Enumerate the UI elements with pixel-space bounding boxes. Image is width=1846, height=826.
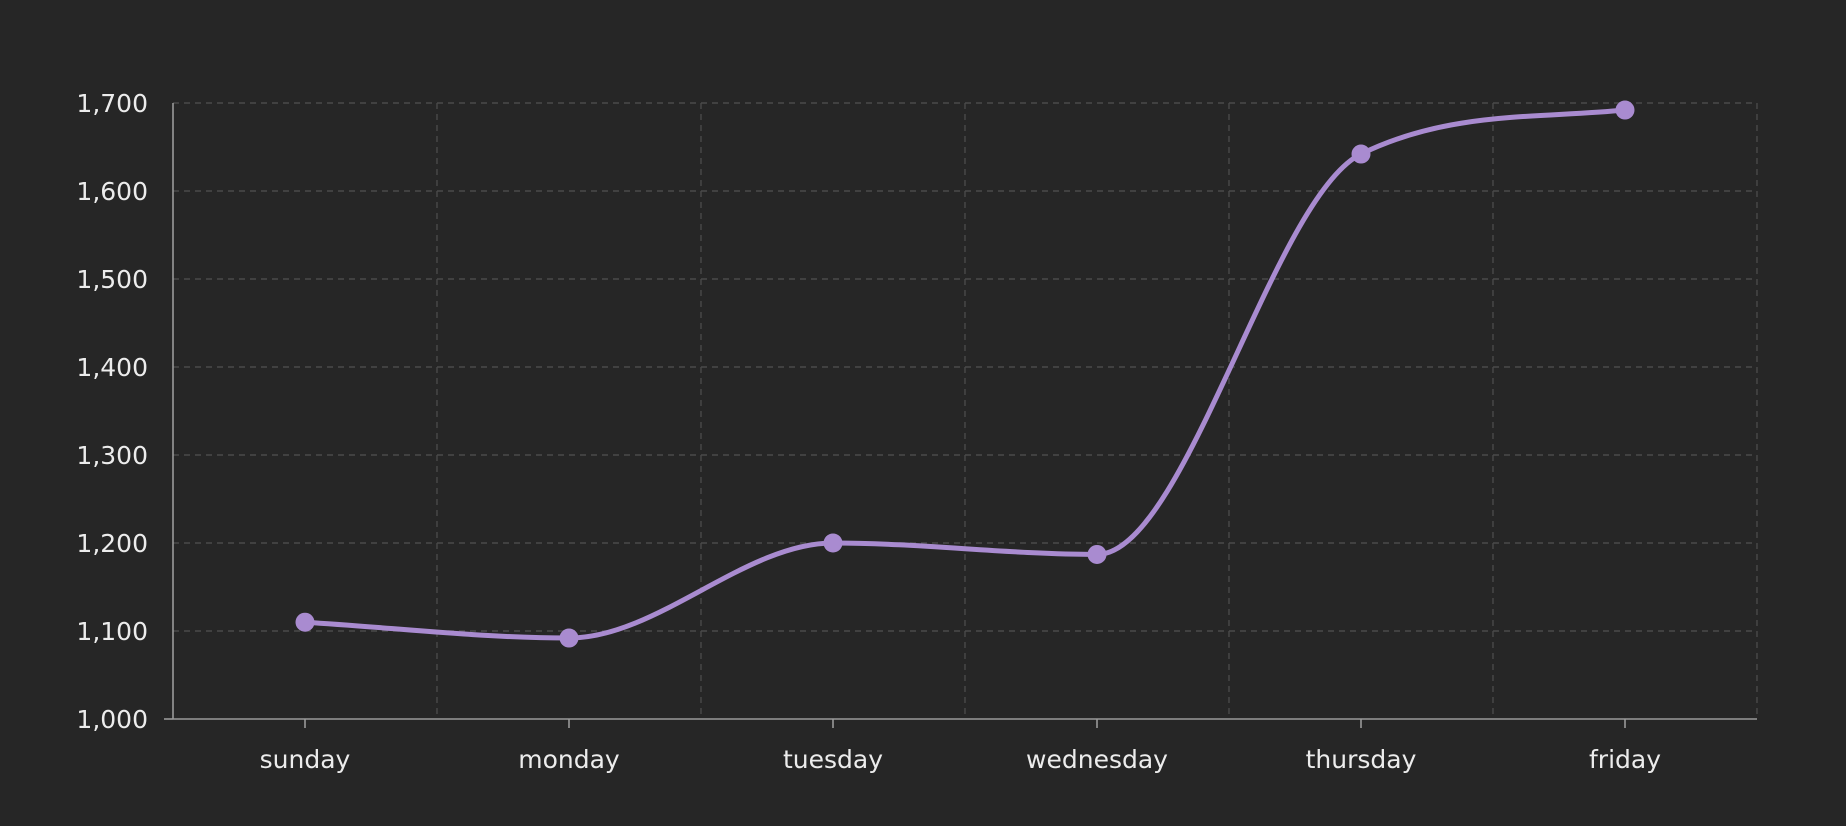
data-point <box>559 628 579 648</box>
y-tick-label: 1,100 <box>76 617 148 646</box>
x-tick-label: thursday <box>1306 745 1417 774</box>
y-tick-label: 1,600 <box>76 177 148 206</box>
x-tick-label: monday <box>518 745 620 774</box>
x-tick-label: tuesday <box>783 745 883 774</box>
y-tick-label: 1,700 <box>76 89 148 118</box>
x-tick-label: friday <box>1589 745 1661 774</box>
y-tick-label: 1,400 <box>76 353 148 382</box>
y-tick-label: 1,200 <box>76 529 148 558</box>
grid <box>173 102 1758 719</box>
y-tick-label: 1,500 <box>76 265 148 294</box>
data-point <box>1351 144 1371 164</box>
y-tick-label: 1,300 <box>76 441 148 470</box>
series-line <box>302 107 1628 641</box>
data-point <box>823 533 843 553</box>
x-tick-labels: sunday monday tuesday wednesday thursday frid… <box>260 745 1662 774</box>
y-tick-label: 1,000 <box>76 705 148 734</box>
data-point <box>1615 100 1635 120</box>
axes <box>164 103 1757 728</box>
data-point <box>295 612 315 632</box>
y-tick-labels: 1,000 1,100 1,200 1,300 1,400 1,500 1,600 1,700 <box>76 89 148 734</box>
x-tick-label: wednesday <box>1026 745 1168 774</box>
data-point <box>1087 544 1107 564</box>
x-tick-label: sunday <box>260 745 351 774</box>
series <box>295 100 1635 648</box>
